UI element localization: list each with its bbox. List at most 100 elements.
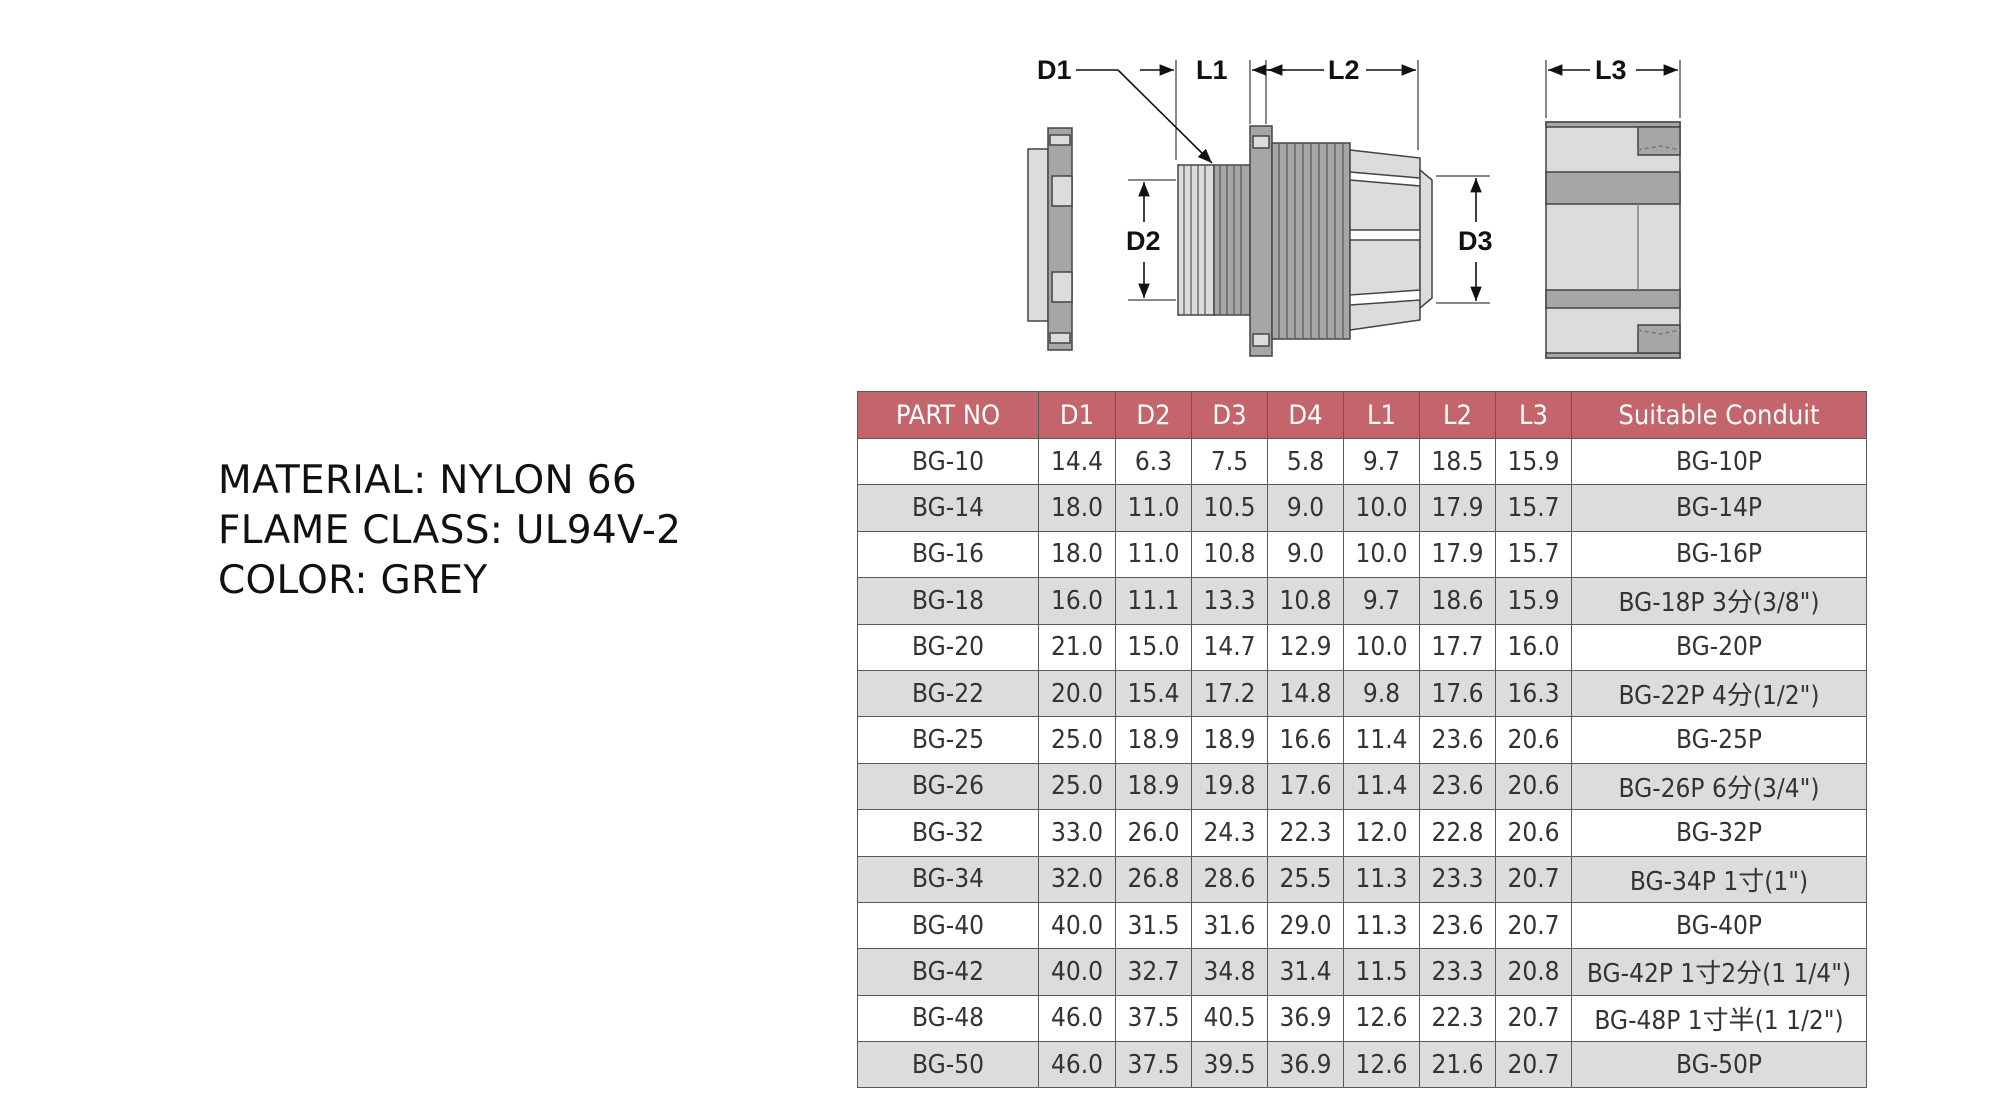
locknut-part: [1027, 127, 1073, 351]
cell-d3: 39.5: [1191, 1041, 1268, 1089]
table-row: BG-34 32.0 26.8 28.6 25.5 11.3 23.3 20.7…: [857, 855, 1867, 903]
cell-d4: 16.6: [1267, 716, 1344, 764]
material-specs: MATERIAL: NYLON 66 FLAME CLASS: UL94V-2 …: [218, 456, 681, 606]
cell-l2: 22.8: [1419, 809, 1496, 857]
cell-d1: 46.0: [1038, 1041, 1116, 1089]
cell-l1: 12.6: [1343, 1041, 1420, 1089]
cell-conduit: BG-34P 1寸(1"): [1571, 855, 1867, 903]
table-header-row: PART NO D1 D2 D3 D4 L1 L2 L3 Suitable Co…: [857, 391, 1867, 439]
cell-part-no: BG-22: [857, 669, 1039, 718]
cell-part-no: BG-32: [857, 809, 1039, 857]
cell-conduit: BG-50P: [1571, 1041, 1867, 1089]
cell-d4: 25.5: [1267, 855, 1344, 903]
cell-d1: 21.0: [1038, 623, 1116, 671]
cell-l1: 9.7: [1343, 577, 1420, 625]
material-text: MATERIAL: NYLON 66: [218, 458, 637, 503]
cell-d1: 32.0: [1038, 855, 1116, 903]
cell-d3: 18.9: [1191, 716, 1268, 764]
cell-d4: 22.3: [1267, 809, 1344, 857]
cell-d2: 15.4: [1115, 669, 1192, 718]
color-text: COLOR: GREY: [218, 558, 488, 603]
cell-l2: 18.5: [1419, 437, 1496, 486]
table-row: BG-26 25.0 18.9 19.8 17.6 11.4 23.6 20.6…: [857, 762, 1867, 811]
cell-d1: 40.0: [1038, 948, 1116, 996]
header-d2: D2: [1115, 391, 1192, 439]
cell-part-no: BG-25: [857, 716, 1039, 764]
cell-d1: 18.0: [1038, 530, 1116, 579]
cell-l2: 21.6: [1419, 1041, 1496, 1089]
cell-d2: 15.0: [1115, 623, 1192, 671]
cell-d2: 18.9: [1115, 762, 1192, 811]
cell-l3: 16.3: [1495, 669, 1572, 718]
cell-d2: 11.1: [1115, 577, 1192, 625]
cell-l3: 20.6: [1495, 809, 1572, 857]
cell-d1: 40.0: [1038, 901, 1116, 950]
cell-d1: 46.0: [1038, 994, 1116, 1043]
cell-d3: 19.8: [1191, 762, 1268, 811]
cell-l1: 11.3: [1343, 901, 1420, 950]
cell-d4: 10.8: [1267, 577, 1344, 625]
cell-d4: 17.6: [1267, 762, 1344, 811]
cell-l1: 10.0: [1343, 484, 1420, 532]
cell-d4: 9.0: [1267, 530, 1344, 579]
gland-body-part: [1177, 125, 1433, 357]
cell-d3: 31.6: [1191, 901, 1268, 950]
cell-d3: 34.8: [1191, 948, 1268, 996]
cell-d3: 10.8: [1191, 530, 1268, 579]
cell-conduit: BG-25P: [1571, 716, 1867, 764]
cell-d4: 29.0: [1267, 901, 1344, 950]
cell-part-no: BG-10: [857, 437, 1039, 486]
cell-l2: 17.7: [1419, 623, 1496, 671]
cell-l1: 11.4: [1343, 716, 1420, 764]
cell-l3: 20.8: [1495, 948, 1572, 996]
cell-l2: 23.3: [1419, 948, 1496, 996]
cell-part-no: BG-20: [857, 623, 1039, 671]
cell-part-no: BG-18: [857, 577, 1039, 625]
cell-part-no: BG-40: [857, 901, 1039, 950]
table-row: BG-48 46.0 37.5 40.5 36.9 12.6 22.3 20.7…: [857, 994, 1867, 1043]
cell-l2: 17.9: [1419, 530, 1496, 579]
cell-conduit: BG-10P: [1571, 437, 1867, 486]
cell-conduit: BG-32P: [1571, 809, 1867, 857]
cell-l3: 20.7: [1495, 855, 1572, 903]
cell-l3: 20.7: [1495, 994, 1572, 1043]
cell-l2: 18.6: [1419, 577, 1496, 625]
cell-d3: 17.2: [1191, 669, 1268, 718]
cell-conduit: BG-48P 1寸半(1 1/2"): [1571, 994, 1867, 1043]
cell-d2: 11.0: [1115, 484, 1192, 532]
cell-l2: 23.6: [1419, 901, 1496, 950]
cell-d3: 40.5: [1191, 994, 1268, 1043]
header-part-no: PART NO: [857, 391, 1039, 439]
cell-d2: 26.8: [1115, 855, 1192, 903]
table-row: BG-32 33.0 26.0 24.3 22.3 12.0 22.8 20.6…: [857, 809, 1867, 857]
table-row: BG-16 18.0 11.0 10.8 9.0 10.0 17.9 15.7 …: [857, 530, 1867, 579]
cell-d3: 7.5: [1191, 437, 1268, 486]
cell-part-no: BG-34: [857, 855, 1039, 903]
cell-l3: 20.6: [1495, 762, 1572, 811]
cell-l3: 15.7: [1495, 484, 1572, 532]
label-d3: D3: [1458, 226, 1493, 256]
cell-l3: 16.0: [1495, 623, 1572, 671]
cell-d4: 12.9: [1267, 623, 1344, 671]
cell-d2: 32.7: [1115, 948, 1192, 996]
table-row: BG-40 40.0 31.5 31.6 29.0 11.3 23.6 20.7…: [857, 901, 1867, 950]
cell-l1: 12.0: [1343, 809, 1420, 857]
cell-part-no: BG-48: [857, 994, 1039, 1043]
header-l1: L1: [1343, 391, 1420, 439]
cell-l2: 17.9: [1419, 484, 1496, 532]
cell-d1: 16.0: [1038, 577, 1116, 625]
cell-d1: 25.0: [1038, 762, 1116, 811]
cell-l1: 9.8: [1343, 669, 1420, 718]
cell-d4: 36.9: [1267, 1041, 1344, 1089]
flame-class-text: FLAME CLASS: UL94V-2: [218, 508, 682, 553]
cell-l3: 15.9: [1495, 577, 1572, 625]
cell-d4: 5.8: [1267, 437, 1344, 486]
table-row: BG-18 16.0 11.1 13.3 10.8 9.7 18.6 15.9 …: [857, 577, 1867, 625]
header-d1: D1: [1038, 391, 1116, 439]
cell-d3: 10.5: [1191, 484, 1268, 532]
dimensions-table: PART NO D1 D2 D3 D4 L1 L2 L3 Suitable Co…: [857, 391, 1867, 1089]
cell-conduit: BG-40P: [1571, 901, 1867, 950]
cell-d4: 9.0: [1267, 484, 1344, 532]
cell-part-no: BG-26: [857, 762, 1039, 811]
header-l3: L3: [1495, 391, 1572, 439]
